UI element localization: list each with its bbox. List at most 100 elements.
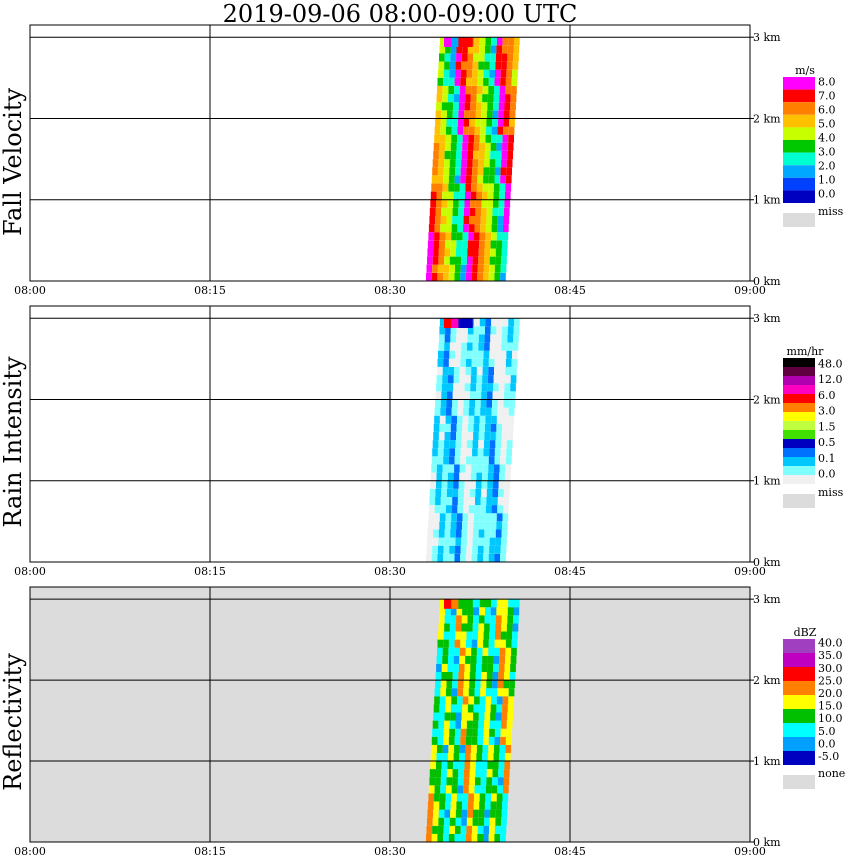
- echo-cell: [448, 647, 455, 656]
- echo-cell: [509, 118, 515, 127]
- echo-cell: [462, 134, 469, 143]
- echo-cell: [474, 126, 481, 135]
- echo-cell: [441, 663, 448, 672]
- echo-cell: [510, 94, 517, 103]
- echo-cell: [455, 61, 462, 70]
- echo-cell: [467, 334, 474, 343]
- echo-cell: [466, 728, 473, 737]
- echo-cell: [475, 672, 482, 681]
- echo-cell: [461, 440, 467, 449]
- echo-cell: [487, 663, 494, 672]
- echo-cell: [464, 391, 470, 400]
- echo-cell: [472, 167, 478, 176]
- echo-cell: [435, 399, 441, 408]
- echo-cell: [483, 358, 489, 367]
- echo-cell: [500, 545, 507, 554]
- echo-cell: [490, 53, 496, 62]
- echo-cell: [455, 256, 462, 265]
- legend-label: 5.0: [818, 117, 836, 130]
- echo-cell: [503, 688, 509, 697]
- echo-cell: [473, 240, 480, 249]
- echo-cell: [484, 817, 490, 826]
- echo-cell: [477, 350, 484, 359]
- echo-cell: [483, 545, 490, 554]
- echo-cell: [459, 744, 466, 753]
- echo-cell: [506, 440, 513, 449]
- echo-cell: [486, 777, 493, 786]
- echo-cell: [432, 448, 438, 457]
- echo-cell: [455, 159, 462, 168]
- echo-cell: [464, 383, 471, 392]
- echo-cell: [496, 142, 503, 151]
- echo-cell: [450, 712, 456, 721]
- echo-cell: [475, 761, 482, 770]
- echo-cell: [442, 183, 449, 192]
- echo-cell: [490, 423, 497, 432]
- echo-cell: [460, 350, 467, 359]
- echo-cell: [464, 488, 470, 497]
- echo-cell: [508, 318, 514, 327]
- echo-cell: [437, 736, 444, 745]
- echo-cell: [490, 615, 496, 624]
- echo-cell: [453, 102, 459, 111]
- echo-cell: [456, 142, 463, 151]
- echo-cell: [499, 472, 505, 481]
- echo-cell: [504, 102, 511, 111]
- echo-cell: [512, 623, 519, 632]
- y-tick-label: 3 km: [753, 312, 781, 325]
- echo-cell: [486, 391, 493, 400]
- x-tick-label: 08:30: [374, 284, 406, 297]
- echo-cell: [514, 37, 520, 46]
- echo-cell: [437, 728, 444, 737]
- echo-cell: [507, 704, 514, 713]
- echo-cell: [488, 358, 495, 367]
- echo-cell: [482, 655, 488, 664]
- echo-cell: [505, 647, 512, 656]
- echo-cell: [484, 432, 491, 441]
- echo-cell: [470, 480, 476, 489]
- echo-cell: [467, 53, 474, 62]
- echo-cell: [439, 240, 445, 249]
- echo-cell: [432, 167, 438, 176]
- echo-cell: [486, 672, 493, 681]
- echo-cell: [471, 175, 478, 184]
- echo-cell: [488, 647, 494, 656]
- echo-cell: [463, 224, 469, 233]
- echo-cell: [493, 383, 499, 392]
- echo-cell: [472, 448, 478, 457]
- echo-cell: [433, 529, 439, 538]
- echo-cell: [430, 472, 437, 481]
- echo-cell: [477, 631, 484, 640]
- echo-cell: [452, 118, 458, 127]
- echo-cell: [467, 240, 474, 249]
- echo-cell: [469, 488, 476, 497]
- y-tick-label: 1 km: [753, 755, 781, 768]
- echo-cell: [506, 728, 512, 737]
- echo-cell: [495, 69, 501, 78]
- echo-cell: [463, 497, 470, 506]
- echo-cell: [492, 777, 498, 786]
- echo-cell: [478, 440, 484, 449]
- echo-cell: [485, 599, 492, 608]
- echo-cell: [435, 777, 441, 786]
- echo-cell: [438, 151, 445, 160]
- echo-cell: [494, 183, 500, 192]
- echo-cell: [469, 207, 476, 216]
- echo-cell: [462, 326, 468, 335]
- echo-cell: [498, 383, 505, 392]
- echo-cell: [486, 216, 493, 225]
- echo-cell: [487, 480, 493, 489]
- echo-cell: [492, 110, 499, 119]
- echo-cell: [455, 529, 462, 538]
- legend-swatch: [783, 439, 815, 448]
- echo-cell: [451, 134, 457, 143]
- legend-swatch: [783, 152, 815, 166]
- echo-cell: [461, 432, 468, 441]
- echo-cell: [470, 191, 477, 200]
- echo-cell: [486, 207, 493, 216]
- echo-cell: [448, 464, 455, 473]
- echo-cell: [497, 118, 504, 127]
- echo-cell: [491, 696, 497, 705]
- echo-cell: [426, 264, 433, 273]
- echo-cell: [500, 833, 506, 842]
